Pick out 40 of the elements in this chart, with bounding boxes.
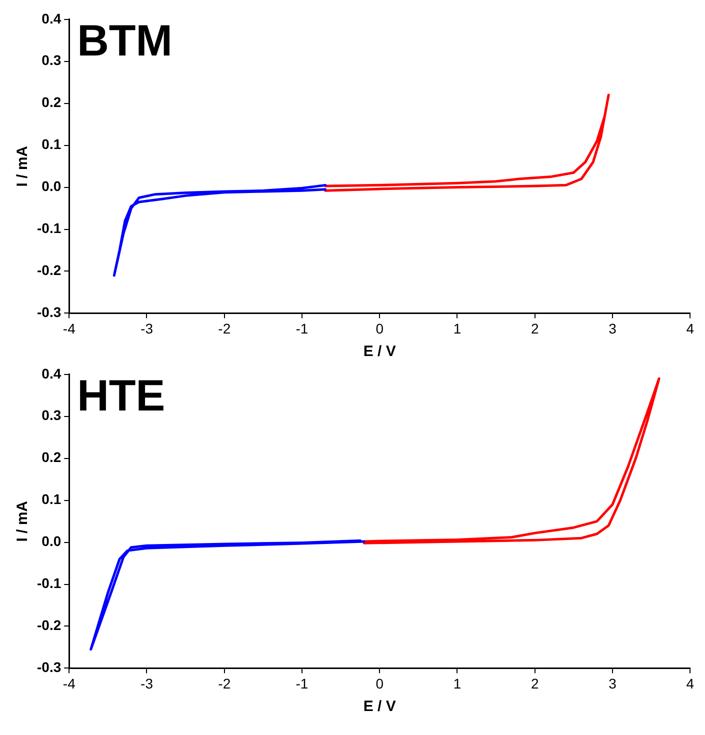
x-tick-label: -2 xyxy=(218,320,231,336)
y-tick-label: -0.3 xyxy=(37,659,62,676)
y-tick-label: 0.1 xyxy=(42,491,62,508)
y-tick-label: 0.4 xyxy=(42,365,62,382)
y-tick-label: 0.1 xyxy=(42,136,62,152)
x-tick-label: -1 xyxy=(296,320,308,336)
chart-title: BTM xyxy=(77,16,172,66)
x-tick-label: 4 xyxy=(686,320,694,336)
x-tick-label: -3 xyxy=(140,675,154,692)
x-tick-label: -1 xyxy=(296,675,308,692)
y-axis-title: I / mA xyxy=(14,500,32,542)
x-tick-label: -2 xyxy=(218,675,231,692)
y-axis-title: I / mA xyxy=(14,146,32,187)
y-tick-label: 0.3 xyxy=(42,52,62,68)
x-tick-label: 3 xyxy=(608,675,617,692)
y-tick-label: 0.3 xyxy=(42,407,62,424)
x-tick-label: 1 xyxy=(453,320,462,336)
y-tick-label: 0.4 xyxy=(42,10,62,26)
y-tick-label: 0.0 xyxy=(42,533,62,550)
y-tick-label: -0.2 xyxy=(37,262,62,278)
x-tick-label: -4 xyxy=(62,320,76,336)
y-tick-label: 0.2 xyxy=(42,449,62,466)
y-tick-label: -0.1 xyxy=(37,220,62,236)
y-tick-label: -0.2 xyxy=(37,617,62,634)
x-tick-label: 4 xyxy=(686,675,694,692)
y-tick-label: 0.0 xyxy=(42,178,62,194)
x-tick-label: -3 xyxy=(140,320,154,336)
x-tick-label: -4 xyxy=(62,675,76,692)
x-tick-label: 3 xyxy=(608,320,617,336)
x-tick-label: 0 xyxy=(376,320,384,336)
chart-title: HTE xyxy=(77,372,166,421)
y-tick-label: -0.1 xyxy=(37,575,62,592)
x-axis-title: E / V xyxy=(363,343,396,360)
x-tick-label: 1 xyxy=(453,675,462,692)
x-tick-label: 2 xyxy=(530,320,539,336)
x-tick-label: 2 xyxy=(530,675,539,692)
y-tick-label: 0.2 xyxy=(42,94,62,110)
x-tick-label: 0 xyxy=(376,675,384,692)
y-tick-label: -0.3 xyxy=(37,304,62,320)
x-axis-title: E / V xyxy=(363,698,396,716)
